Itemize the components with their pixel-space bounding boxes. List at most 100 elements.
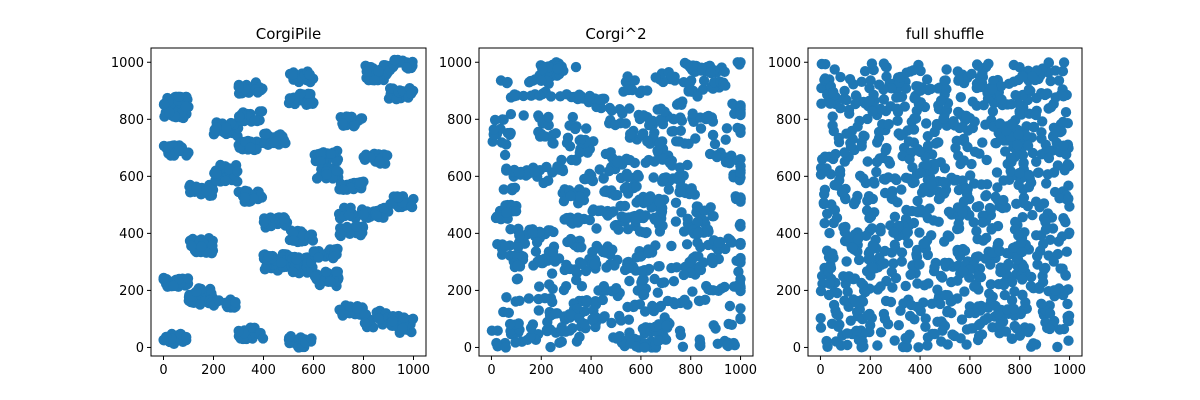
scatter-point xyxy=(692,227,704,238)
scatter-point xyxy=(973,270,984,282)
scatter-point xyxy=(182,273,194,284)
scatter-point xyxy=(875,281,886,292)
scatter-point xyxy=(958,196,970,207)
scatter-point xyxy=(1036,298,1047,309)
scatter-point xyxy=(291,254,302,265)
scatter-point xyxy=(369,75,380,86)
scatter-point xyxy=(574,191,585,203)
scatter-point xyxy=(652,216,663,227)
scatter-point xyxy=(259,264,271,275)
x-tick-label: 0 xyxy=(487,363,495,378)
scatter-point xyxy=(638,289,650,300)
scatter-point xyxy=(887,282,898,293)
scatter-point xyxy=(1059,165,1070,176)
scatter-point xyxy=(328,251,340,262)
scatter-point xyxy=(611,333,622,344)
scatter-point xyxy=(981,154,992,166)
scatter-point xyxy=(1023,84,1035,95)
scatter-point xyxy=(1040,217,1051,228)
scatter-point xyxy=(287,227,299,239)
scatter-point xyxy=(1050,65,1061,76)
scatter-point xyxy=(629,157,640,169)
scatter-point xyxy=(735,273,746,285)
scatter-point xyxy=(891,92,902,103)
scatter-point xyxy=(509,89,520,100)
scatter-point xyxy=(961,339,972,350)
scatter-point xyxy=(939,75,950,86)
scatter-point xyxy=(576,258,588,270)
scatter-point xyxy=(976,179,987,190)
scatter-point xyxy=(571,274,582,286)
scatter-point xyxy=(838,222,849,233)
scatter-point xyxy=(819,73,831,84)
scatter-point xyxy=(696,62,707,73)
scatter-point xyxy=(609,190,621,201)
scatter-point xyxy=(842,339,853,351)
scatter-point xyxy=(987,223,998,234)
scatter-point xyxy=(683,86,694,97)
scatter-point xyxy=(531,237,543,248)
scatter-point xyxy=(315,156,326,167)
scatter-point xyxy=(1040,224,1052,235)
scatter-point xyxy=(994,319,1006,330)
scatter-point xyxy=(1062,298,1073,310)
y-tick-label: 600 xyxy=(776,170,801,185)
scatter-point xyxy=(824,227,835,239)
scatter-point xyxy=(909,177,920,188)
scatter-point xyxy=(373,65,384,77)
scatter-point xyxy=(976,329,988,340)
scatter-point xyxy=(977,137,988,148)
scatter-point xyxy=(573,216,584,227)
scatter-point xyxy=(538,177,549,189)
scatter-point xyxy=(817,154,828,165)
scatter-point xyxy=(653,335,664,346)
scatter-point xyxy=(839,295,850,306)
scatter-point xyxy=(1032,259,1043,270)
scatter-point xyxy=(886,247,897,258)
scatter-point xyxy=(584,90,595,102)
scatter-point xyxy=(287,266,299,278)
scatter-point xyxy=(541,324,553,336)
scatter-point xyxy=(956,314,968,325)
scatter-point xyxy=(953,218,964,229)
scatter-point xyxy=(252,87,263,98)
scatter-point xyxy=(575,134,586,145)
scatter-point xyxy=(1011,198,1022,209)
y-tick-label: 600 xyxy=(119,170,144,185)
scatter-point xyxy=(603,165,615,177)
scatter-point xyxy=(707,211,718,222)
scatter-point xyxy=(824,278,835,289)
scatter-point xyxy=(901,342,913,353)
scatter-point xyxy=(938,113,949,124)
scatter-point xyxy=(889,173,901,184)
scatter-point xyxy=(961,110,972,122)
scatter-point xyxy=(1010,90,1021,101)
scatter-point xyxy=(1032,250,1043,262)
scatter-point xyxy=(358,209,369,220)
y-tick-label: 200 xyxy=(447,284,472,299)
scatter-point xyxy=(570,61,582,73)
scatter-point xyxy=(573,313,585,324)
scatter-point xyxy=(287,69,298,80)
scatter-point xyxy=(325,148,337,159)
scatter-point xyxy=(1027,71,1038,82)
scatter-point xyxy=(683,138,694,149)
scatter-point xyxy=(401,62,412,73)
scatter-point xyxy=(304,98,315,109)
scatter-point xyxy=(851,91,862,102)
scatter-point xyxy=(958,155,969,166)
chart-title: Corgi^2 xyxy=(585,25,646,43)
scatter-point xyxy=(912,195,923,207)
scatter-point xyxy=(724,158,735,169)
y-tick-label: 800 xyxy=(119,113,144,128)
scatter-point xyxy=(711,151,723,163)
scatter-point xyxy=(684,256,695,268)
scatter-point xyxy=(245,142,256,153)
scatter-point xyxy=(1050,92,1061,103)
scatter-point xyxy=(374,155,385,167)
scatter-point xyxy=(947,329,958,340)
scatter-point xyxy=(852,233,864,245)
x-tick-label: 800 xyxy=(351,363,376,378)
scatter-point xyxy=(561,137,573,149)
scatter-point xyxy=(1014,107,1025,119)
